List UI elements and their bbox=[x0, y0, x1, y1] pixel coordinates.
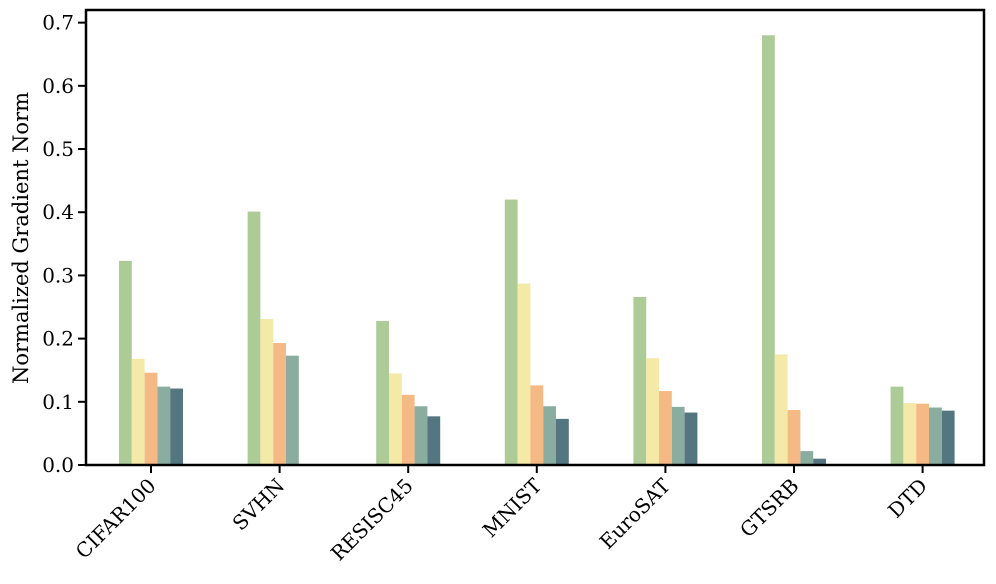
bar-cifar100-s2 bbox=[131, 358, 145, 465]
bar-cifar100-s3 bbox=[144, 372, 158, 465]
bar-cifar100-s1 bbox=[119, 260, 132, 465]
bar-mnist-s5 bbox=[556, 418, 569, 465]
plot-frame bbox=[84, 8, 986, 467]
bar-svhn-s4 bbox=[286, 355, 299, 465]
y-tick-label: 0.2 bbox=[42, 327, 74, 351]
bar-eurosat-s4 bbox=[671, 406, 685, 465]
bar-gtsrb-s5 bbox=[813, 458, 826, 465]
bar-eurosat-s3 bbox=[659, 391, 672, 465]
bar-eurosat-s5 bbox=[684, 412, 698, 465]
bar-resisc45-s4 bbox=[414, 406, 428, 465]
bar-cifar100-s5 bbox=[170, 388, 183, 465]
x-tick-label-dtd: DTD bbox=[883, 474, 932, 523]
x-tick-label-eurosat: EuroSAT bbox=[595, 473, 676, 554]
bar-mnist-s4 bbox=[543, 406, 556, 465]
bar-mnist-s1 bbox=[504, 199, 518, 465]
bar-dtd-s3 bbox=[916, 403, 929, 465]
y-tick-label: 0.5 bbox=[42, 137, 74, 161]
bar-resisc45-s2 bbox=[389, 373, 402, 465]
x-tick-label-resisc45: RESISC45 bbox=[326, 474, 418, 566]
bar-resisc45-s3 bbox=[401, 394, 415, 465]
bar-gtsrb-s3 bbox=[787, 410, 801, 465]
y-tick-label: 0.0 bbox=[42, 453, 74, 477]
bar-dtd-s1 bbox=[890, 386, 904, 465]
y-tick-label: 0.6 bbox=[42, 74, 74, 98]
x-tick-label-svhn: SVHN bbox=[228, 474, 290, 536]
bar-svhn-s3 bbox=[273, 343, 286, 465]
x-tick-label-cifar100: CIFAR100 bbox=[71, 474, 161, 564]
bar-gtsrb-s2 bbox=[774, 354, 788, 465]
y-tick-label: 0.1 bbox=[42, 390, 74, 414]
bar-gtsrb-s1 bbox=[762, 35, 775, 465]
bar-resisc45-s1 bbox=[376, 320, 389, 465]
bar-mnist-s3 bbox=[530, 385, 544, 466]
y-tick-label: 0.4 bbox=[42, 200, 74, 224]
bar-svhn-s1 bbox=[247, 211, 261, 465]
y-axis-title: Normalized Gradient Norm bbox=[9, 92, 33, 384]
bar-resisc45-s5 bbox=[427, 416, 441, 465]
bar-dtd-s4 bbox=[929, 407, 942, 465]
bar-cifar100-s4 bbox=[157, 386, 171, 465]
y-tick-label: 0.3 bbox=[42, 263, 74, 287]
bar-eurosat-s1 bbox=[633, 296, 647, 465]
bar-mnist-s2 bbox=[517, 283, 531, 465]
y-tick-label: 0.7 bbox=[42, 11, 74, 35]
x-axis: CIFAR100 SVHN RESISC45 MNIST EuroSAT GTSRB DTD bbox=[71, 465, 932, 565]
x-tick-label-mnist: MNIST bbox=[478, 473, 547, 542]
bar-eurosat-s2 bbox=[646, 358, 659, 465]
bars-group bbox=[119, 35, 955, 466]
bar-dtd-s2 bbox=[903, 403, 917, 465]
y-axis: 0.0 0.1 0.2 0.3 0.4 0.5 0.6 0.7 bbox=[42, 11, 86, 477]
bar-svhn-s2 bbox=[260, 319, 274, 465]
x-tick-label-gtsrb: GTSRB bbox=[735, 474, 803, 542]
bar-gtsrb-s4 bbox=[800, 451, 814, 465]
bar-dtd-s5 bbox=[941, 410, 955, 465]
